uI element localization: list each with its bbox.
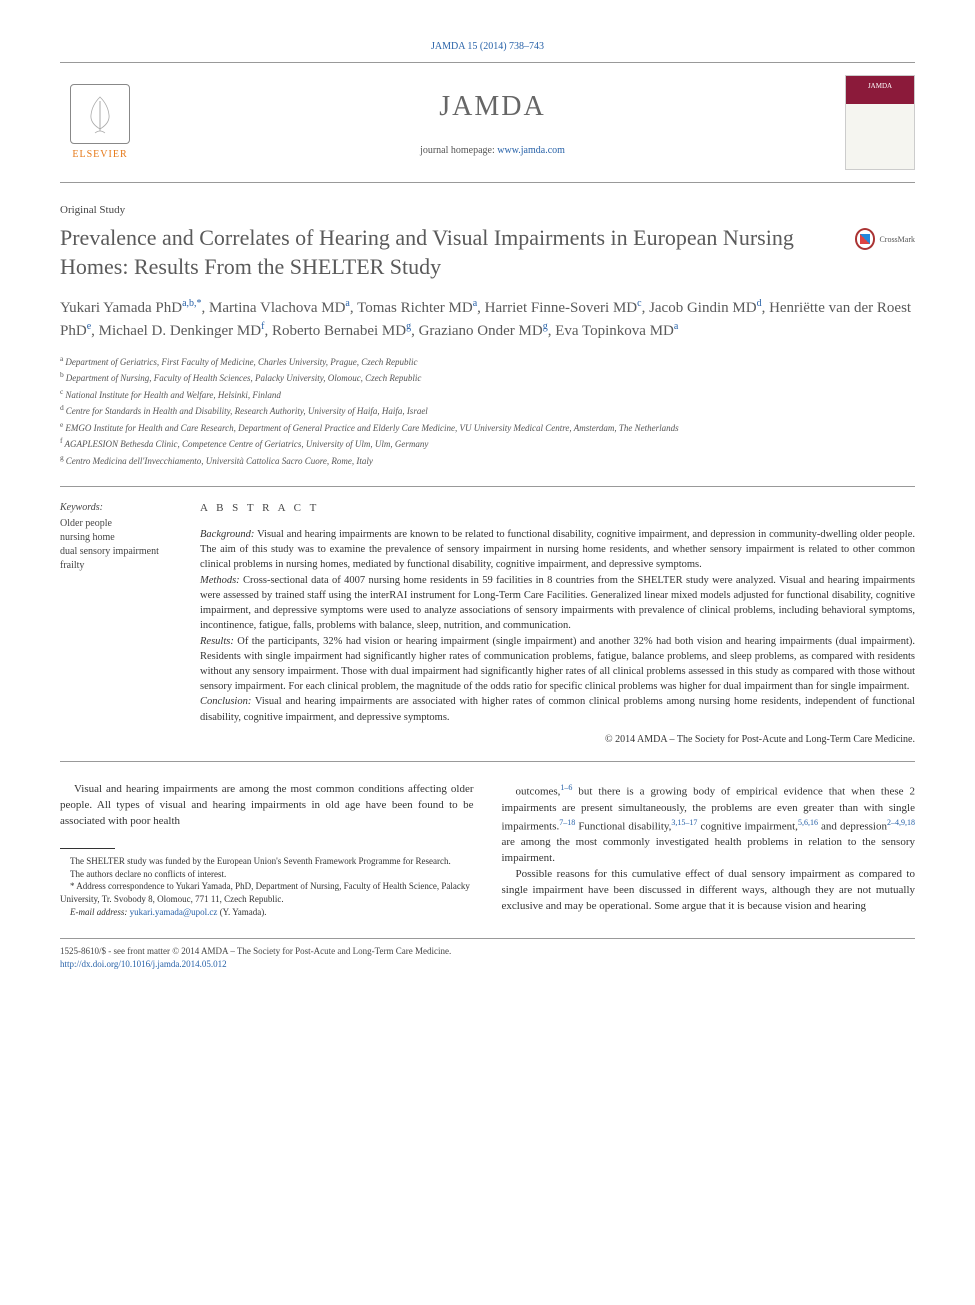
footer-issn: 1525-8610/$ - see front matter © 2014 AM… [60, 945, 915, 958]
journal-homepage: journal homepage: www.jamda.com [140, 144, 845, 158]
body-column-left: Visual and hearing impairments are among… [60, 782, 474, 918]
keyword-item: dual sensory impairment [60, 545, 180, 559]
affiliation-item: gCentro Medicina dell'Invecchiamento, Un… [60, 452, 915, 469]
author-list: Yukari Yamada PhDa,b,*, Martina Vlachova… [60, 296, 915, 343]
footnote-conflicts: The authors declare no conflicts of inte… [60, 868, 474, 881]
email-suffix: (Y. Yamada). [217, 907, 266, 917]
keywords-label: Keywords: [60, 501, 180, 515]
article-title: Prevalence and Correlates of Hearing and… [60, 224, 835, 281]
keyword-item: Older people [60, 517, 180, 531]
homepage-link[interactable]: www.jamda.com [497, 145, 565, 156]
keyword-item: frailty [60, 559, 180, 573]
footnote-correspondence: * Address correspondence to Yukari Yamad… [60, 880, 474, 905]
email-label: E-mail address: [70, 907, 130, 917]
footnote-email: E-mail address: yukari.yamada@upol.cz (Y… [60, 906, 474, 919]
body-text: Visual and hearing impairments are among… [60, 782, 915, 918]
email-address[interactable]: yukari.yamada@upol.cz [130, 907, 218, 917]
footnote-funding: The SHELTER study was funded by the Euro… [60, 855, 474, 868]
affiliation-item: cNational Institute for Health and Welfa… [60, 386, 915, 403]
page-footer: 1525-8610/$ - see front matter © 2014 AM… [60, 938, 915, 970]
body-para-right-2: Possible reasons for this cumulative eff… [502, 867, 916, 915]
journal-name: JAMDA [140, 87, 845, 126]
footnotes: The SHELTER study was funded by the Euro… [60, 855, 474, 918]
journal-cover-thumbnail [845, 75, 915, 170]
article-type: Original Study [60, 203, 915, 218]
footnote-rule [60, 848, 115, 849]
affiliation-item: eEMGO Institute for Health and Care Rese… [60, 419, 915, 436]
homepage-label: journal homepage: [420, 145, 497, 156]
body-para-right-1: outcomes,1–6 but there is a growing body… [502, 782, 916, 867]
affiliation-item: fAGAPLESION Bethesda Clinic, Competence … [60, 435, 915, 452]
citation: JAMDA 15 (2014) 738–743 [60, 40, 915, 54]
affiliation-item: aDepartment of Geriatrics, First Faculty… [60, 353, 915, 370]
keywords-column: Keywords: Older peoplenursing homedual s… [60, 501, 200, 747]
elsevier-tree-icon [70, 84, 130, 144]
abstract-paragraph: Conclusion: Visual and hearing impairmen… [200, 694, 915, 724]
crossmark-badge[interactable]: CrossMark [855, 228, 915, 250]
body-para-left: Visual and hearing impairments are among… [60, 782, 474, 830]
abstract-paragraph: Background: Visual and hearing impairmen… [200, 527, 915, 573]
body-column-right: outcomes,1–6 but there is a growing body… [502, 782, 916, 918]
publisher-name: ELSEVIER [72, 148, 127, 162]
crossmark-icon [855, 228, 875, 250]
abstract-column: A B S T R A C T Background: Visual and h… [200, 501, 915, 747]
abstract-heading: A B S T R A C T [200, 501, 915, 517]
crossmark-label: CrossMark [879, 234, 915, 245]
keyword-item: nursing home [60, 531, 180, 545]
abstract-section: Keywords: Older peoplenursing homedual s… [60, 486, 915, 762]
affiliations: aDepartment of Geriatrics, First Faculty… [60, 353, 915, 469]
abstract-copyright: © 2014 AMDA – The Society for Post-Acute… [200, 733, 915, 748]
abstract-paragraph: Methods: Cross-sectional data of 4007 nu… [200, 573, 915, 634]
elsevier-logo: ELSEVIER [60, 78, 140, 168]
footer-doi-link[interactable]: http://dx.doi.org/10.1016/j.jamda.2014.0… [60, 959, 227, 969]
journal-header: ELSEVIER JAMDA journal homepage: www.jam… [60, 62, 915, 183]
affiliation-item: bDepartment of Nursing, Faculty of Healt… [60, 369, 915, 386]
abstract-paragraph: Results: Of the participants, 32% had vi… [200, 634, 915, 695]
affiliation-item: dCentre for Standards in Health and Disa… [60, 402, 915, 419]
